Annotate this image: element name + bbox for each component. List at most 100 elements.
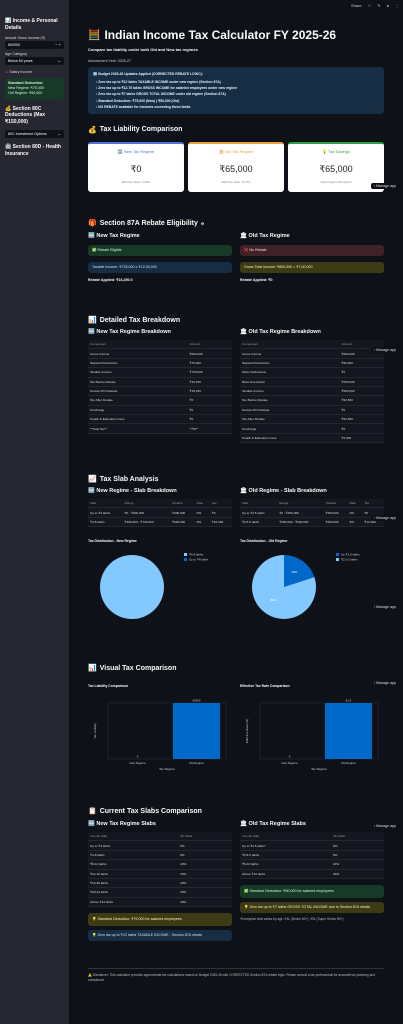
checkbox-icon[interactable]: ☑ [5,69,9,74]
table-cell: ₹16,250 [209,517,232,528]
pie-slice [251,555,316,619]
breakdown-row: Section 87A Rebate ₹16,250 [88,386,232,397]
table-cell: ₹400,000 - ₹725,000 [122,517,170,528]
rebate-old-detail: Gross Total Income: ₹800,000 > ₹7,00,000 [240,262,384,273]
table-cell: ₹500,000 [339,386,384,397]
bar-value-label: 0 [137,755,139,759]
slab-rate-row: ₹2.5-5 lakhs 5% [240,850,384,861]
manage-app-button[interactable]: ‹ Manage app [370,680,399,686]
rebate-columns: 🆕 New Tax Regime ✅ Rebate Eligible Taxab… [88,233,384,282]
link-icon[interactable]: ⊖ [200,220,205,226]
x-axis-label: Tax Regime [159,767,175,771]
breakdown-new-col: 🆕 New Tax Regime Breakdown Component Amou… [88,329,232,443]
card-title: 🆕 New Tax Regime [117,148,155,154]
old-zero-note: 💡 Zero tax up to ₹7 lakhs GROSS TOTAL IN… [240,901,384,913]
table-cell: Taxable Income [88,367,188,378]
col-header: Range [122,499,170,509]
table-cell: ₹8-12 lakhs [88,859,179,870]
slab-row: ₹2.5-5 lakhs ₹250,000 - ₹500,000 ₹250,000 5… [240,517,384,528]
table-cell: Taxable Income [240,386,340,397]
card-sub: Effective Rate: 8.13% [221,179,251,184]
manage-app-button[interactable]: ‹ Manage app [370,347,399,353]
bar-value-label: 0 [289,755,291,759]
new-sd-note: 💡 Standard Deduction: ₹75,000 for salari… [88,913,232,926]
table-cell: 0% [330,840,384,851]
table-cell: ₹62,500 [339,395,384,406]
table-cell: ₹0 - ₹250,000 [277,507,324,518]
table-cell: ₹400,000 [170,507,195,518]
col-header: Rate [347,499,363,509]
menu-icon[interactable]: ⋮ [395,3,399,8]
s80c-heading: 💰 Section 80C Deductions (Max ₹150,000) [5,105,46,126]
table-cell: ₹20-24 lakhs [88,887,179,898]
slab-heading: 📈 Tax Slab Analysis [88,475,159,484]
main-area: Share ☆ ✎ ● ⋮ 🧮 Indian Income Tax Calcula… [69,0,403,1024]
breakdown-row: Tax Before Rebate ₹16,250 [88,377,232,387]
breakdown-row: Gross Income ₹800,000 [88,348,232,359]
table-cell: ₹75,000 [187,358,232,369]
table-cell: ₹16,250 [187,386,232,397]
table-cell: Tax After Rebate [88,395,188,406]
bar-value-label: 65000 [193,699,201,703]
breakdown-row: Tax Before Rebate ₹62,500 [240,395,384,406]
income-input[interactable]: 800000− + [5,40,64,49]
table-cell: Tax Before Rebate [240,395,340,406]
liability-cards: 🆕 New Tax Regime ₹0 Effective Rate: 0.00… [88,141,384,192]
slab-row: Up to ₹2.5 lakhs ₹0 - ₹250,000 ₹250,000 0% ₹… [240,507,384,518]
table-cell: 10% [178,859,232,870]
disclaimer: ⚠️ Disclaimer: This calculator provides … [88,968,384,983]
stepper-icon[interactable]: − + [55,41,61,47]
bar [324,703,373,759]
s80c-select[interactable]: 80C Investment Options ⌄ [5,129,64,138]
share-button[interactable]: Share [350,3,362,8]
salary-checkbox[interactable]: ☑ Salary Income [5,69,33,74]
table-cell: Tax After Rebate [240,414,340,425]
x-tick-label: New Regime [281,761,297,765]
rebate-new-col: 🆕 New Tax Regime ✅ Rebate Eligible Taxab… [88,233,232,282]
budget-item: • Zero tax up to ₹12.75 lakhs GROSS INCO… [96,86,238,91]
rebate-eligible-status: ✅ Rebate Eligible [88,245,232,256]
table-cell: Other Deductions [240,367,340,378]
page-title: 🧮 Indian Income Tax Calculator FY 2025-26 [88,28,337,42]
new-regime-card: 🆕 New Tax Regime ₹0 Effective Rate: 0.00… [88,141,184,192]
table-cell: 15% [178,869,232,879]
slab-new-table: Slab Range Taxable Rate Tax Up to ₹4 lakhs ₹0 … [88,499,232,528]
table-cell: Standard Deduction [240,358,340,369]
github-icon[interactable]: ● [386,3,389,8]
breakdown-new-title: 🆕 New Tax Regime Breakdown [88,329,171,335]
y-axis-label: Effective Rate (%) [245,719,249,743]
manage-app-button[interactable]: ‹ Manage app [370,604,399,610]
age-select[interactable]: Below 60 years ⌄ [5,56,64,65]
table-cell: **Total Tax** [88,423,188,434]
breakdown-section: 📊 Detailed Tax Breakdown 🆕 New Tax Regime… [88,316,384,444]
manage-app-button[interactable]: ‹ Manage app [370,823,399,829]
manage-app-button[interactable]: ‹ Manage app [370,183,399,189]
col-header: Tax Rate [178,832,232,842]
visual-section: 📊 Visual Tax Comparison Tax Liability Com… [88,664,384,689]
visual-columns: Tax Liability Comparison Effective Tax R… [88,684,384,688]
breakdown-row: Health & Education Cess ₹2,500 [240,433,384,444]
table-cell: 5% [347,517,363,528]
income-label: Annual Gross Income (₹) [5,35,46,40]
savings-card: 💡 Tax Savings ₹65,000 New Regime Benefic… [288,141,384,192]
manage-app-button[interactable]: ‹ Manage app [370,515,399,521]
edit-icon[interactable]: ✎ [377,3,381,8]
table-cell: ₹50,000 [339,358,384,369]
trend-icon: 📈 [88,476,97,483]
pie-old-title: Tax Distribution - Old Regime [240,539,288,544]
update-icon: 🆕 [93,72,98,76]
table-cell: 20% [178,878,232,889]
breakdown-row: Surcharge ₹0 [240,423,384,434]
col-header: Component [88,340,188,350]
table-cell: ₹0 [339,367,384,378]
star-icon[interactable]: ☆ [367,3,372,8]
rebate-section: 🎁 Section 87A Rebate Eligibility ⊖ 🆕 New … [88,219,384,282]
topbar: Share ☆ ✎ ● ⋮ [351,3,399,8]
budget-info-box: 🆕 Budget 2025-26 Updates Applied (CORREC… [88,67,384,114]
table-cell: ₹2,500 [339,433,384,444]
col-header: Taxable [323,499,348,509]
table-cell: ₹5-10 lakhs [240,859,331,870]
table-cell: Up to ₹2.5 lakhs [240,507,278,518]
breakdown-row: Taxable Income ₹500,000 [240,386,384,397]
